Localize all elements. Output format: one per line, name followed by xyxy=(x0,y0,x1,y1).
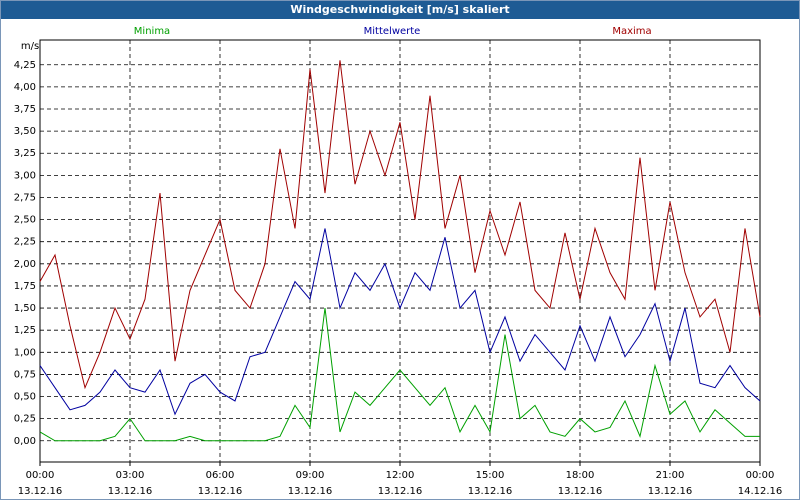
y-tick-label: 0,75 xyxy=(14,369,36,380)
title-bar xyxy=(1,1,799,19)
x-tick-label: 13.12.16 xyxy=(648,486,693,497)
y-tick-label: 2,25 xyxy=(14,237,36,248)
y-tick-label: 4,00 xyxy=(14,82,36,93)
x-tick-label: 03:00 xyxy=(116,470,145,481)
series-line xyxy=(39,228,761,416)
x-tick-label: 15:00 xyxy=(476,470,505,481)
y-tick-label: 3,25 xyxy=(14,148,36,159)
x-tick-label: 13.12.16 xyxy=(558,486,603,497)
x-tick-label: 13.12.16 xyxy=(18,486,63,497)
x-tick-label: 18:00 xyxy=(566,470,595,481)
x-tick-label: 13.12.16 xyxy=(198,486,243,497)
y-tick-label: 4,25 xyxy=(14,60,36,71)
y-tick-label: 3,50 xyxy=(14,126,36,137)
y-tick-label: 1,50 xyxy=(14,303,36,314)
chart-title: Windgeschwindigkeit [m/s] skaliert xyxy=(290,3,509,16)
x-tick-label: 13.12.16 xyxy=(468,486,513,497)
x-tick-label: 06:00 xyxy=(206,470,235,481)
x-tick-label: 13.12.16 xyxy=(378,486,423,497)
legend-label: Maxima xyxy=(612,26,651,37)
y-tick-label: 2,00 xyxy=(14,259,36,270)
y-tick-label: 0,50 xyxy=(14,392,36,403)
x-tick-label: 12:00 xyxy=(386,470,415,481)
x-tick-label: 13.12.16 xyxy=(108,486,153,497)
x-tick-label: 21:00 xyxy=(656,470,685,481)
series-line xyxy=(39,60,761,390)
x-tick-label: 00:00 xyxy=(26,470,55,481)
y-tick-label: 0,25 xyxy=(14,414,36,425)
y-tick-label: 2,75 xyxy=(14,192,36,203)
y-tick-label: 1,25 xyxy=(14,325,36,336)
y-axis-label: m/s xyxy=(21,41,39,52)
y-tick-label: 3,00 xyxy=(14,170,36,181)
y-tick-label: 0,00 xyxy=(14,436,36,447)
y-tick-label: 2,50 xyxy=(14,215,36,226)
x-tick-label: 00:00 xyxy=(746,470,775,481)
y-tick-label: 1,75 xyxy=(14,281,36,292)
legend-label: Mittelwerte xyxy=(364,26,421,37)
y-tick-label: 3,75 xyxy=(14,104,36,115)
legend-label: Minima xyxy=(134,26,170,37)
x-tick-label: 09:00 xyxy=(296,470,325,481)
x-tick-label: 13.12.16 xyxy=(288,486,333,497)
y-tick-label: 1,00 xyxy=(14,347,36,358)
series-line xyxy=(39,308,760,442)
x-tick-label: 14.12.16 xyxy=(738,486,783,497)
